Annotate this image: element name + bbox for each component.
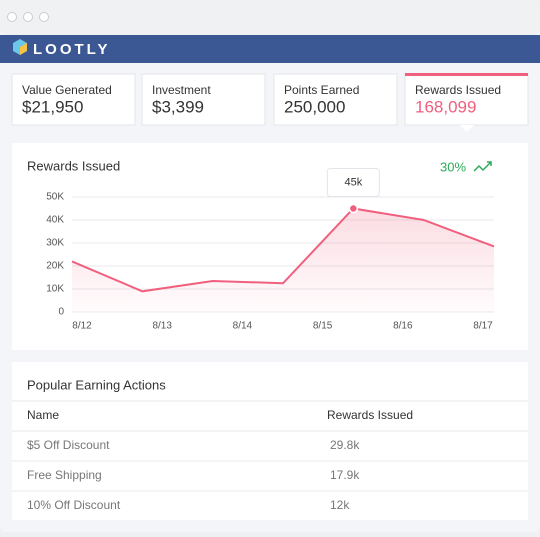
x-tick-label: 8/12 xyxy=(72,321,92,332)
column-header: Name xyxy=(27,408,59,422)
chart-title: Rewards Issued xyxy=(27,158,120,173)
cell: $5 Off Discount xyxy=(27,438,110,452)
dot xyxy=(23,12,33,22)
stat-card xyxy=(141,73,266,126)
stat-label: Investment xyxy=(152,83,211,97)
y-tick-label: 40K xyxy=(46,215,64,226)
cell: 17.9k xyxy=(330,468,360,482)
table-title: Popular Earning Actions xyxy=(27,377,166,392)
x-tick-label: 8/17 xyxy=(473,321,493,332)
active-bar xyxy=(405,73,528,76)
table-panel xyxy=(12,362,528,520)
cell: 12k xyxy=(330,498,350,512)
trend: 30% xyxy=(440,159,466,174)
x-tick-label: 8/14 xyxy=(233,321,253,332)
tooltip-label: 45k xyxy=(344,176,362,188)
logo-icon xyxy=(20,43,27,55)
y-tick-label: 20K xyxy=(46,261,64,272)
cell: 10% Off Discount xyxy=(27,498,121,512)
stat-label: Value Generated xyxy=(22,83,112,97)
dot xyxy=(39,12,49,22)
stat-card xyxy=(273,73,398,126)
y-tick-label: 10K xyxy=(46,284,64,295)
x-tick-label: 8/16 xyxy=(393,321,413,332)
titlebar xyxy=(0,0,540,35)
stat-label: Points Earned xyxy=(284,83,359,97)
stat-value: $21,950 xyxy=(22,97,83,116)
cell: Free Shipping xyxy=(27,468,102,482)
cell: 29.8k xyxy=(330,438,360,452)
stat-value: 168,099 xyxy=(415,97,476,116)
x-tick-label: 8/15 xyxy=(313,321,333,332)
y-tick-label: 0 xyxy=(58,307,64,318)
line xyxy=(71,207,495,293)
x-tick-label: 8/13 xyxy=(152,321,172,332)
dot xyxy=(7,12,17,22)
y-tick-label: 50K xyxy=(46,192,64,203)
brand: LOOTLY xyxy=(33,41,110,58)
y-tick-label: 30K xyxy=(46,238,64,249)
pointer xyxy=(460,125,474,132)
stat-value: $3,399 xyxy=(152,97,204,116)
stat-card xyxy=(11,73,136,126)
stat-value: 250,000 xyxy=(284,97,345,116)
trend-icon xyxy=(473,161,492,172)
column-header: Rewards Issued xyxy=(327,408,413,422)
tooltip xyxy=(326,168,380,197)
header xyxy=(0,35,540,63)
stat-label: Rewards Issued xyxy=(415,83,501,97)
stat-card xyxy=(404,73,529,126)
point xyxy=(348,203,359,214)
